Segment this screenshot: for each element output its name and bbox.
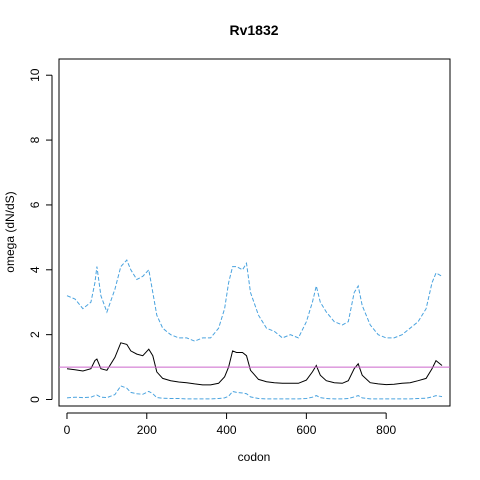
y-axis: 0 2 4 6 8 10: [28, 68, 53, 403]
x-tick-label: 800: [376, 423, 396, 437]
series-line-upper-ci: [66, 259, 443, 342]
y-tick-label: 10: [28, 68, 42, 82]
y-tick-label: 6: [28, 201, 42, 208]
y-tick-label: 0: [28, 396, 42, 403]
plot-frame: [58, 58, 451, 407]
series-line-mean: [66, 342, 443, 386]
x-tick-label: 600: [296, 423, 316, 437]
x-tick-label: 0: [64, 423, 71, 437]
x-tick-label: 200: [137, 423, 157, 437]
chart-title: Rv1832: [229, 22, 278, 38]
x-axis-label: codon: [238, 450, 271, 464]
series-layer: [59, 259, 450, 400]
series-line-lower-ci: [66, 385, 443, 400]
y-tick-label: 2: [28, 331, 42, 338]
y-tick-label: 8: [28, 136, 42, 143]
y-tick-label: 4: [28, 266, 42, 273]
x-axis: 0 200 400 600 800: [64, 412, 396, 437]
x-tick-label: 400: [217, 423, 237, 437]
y-axis-label: omega (dN/dS): [3, 191, 17, 272]
